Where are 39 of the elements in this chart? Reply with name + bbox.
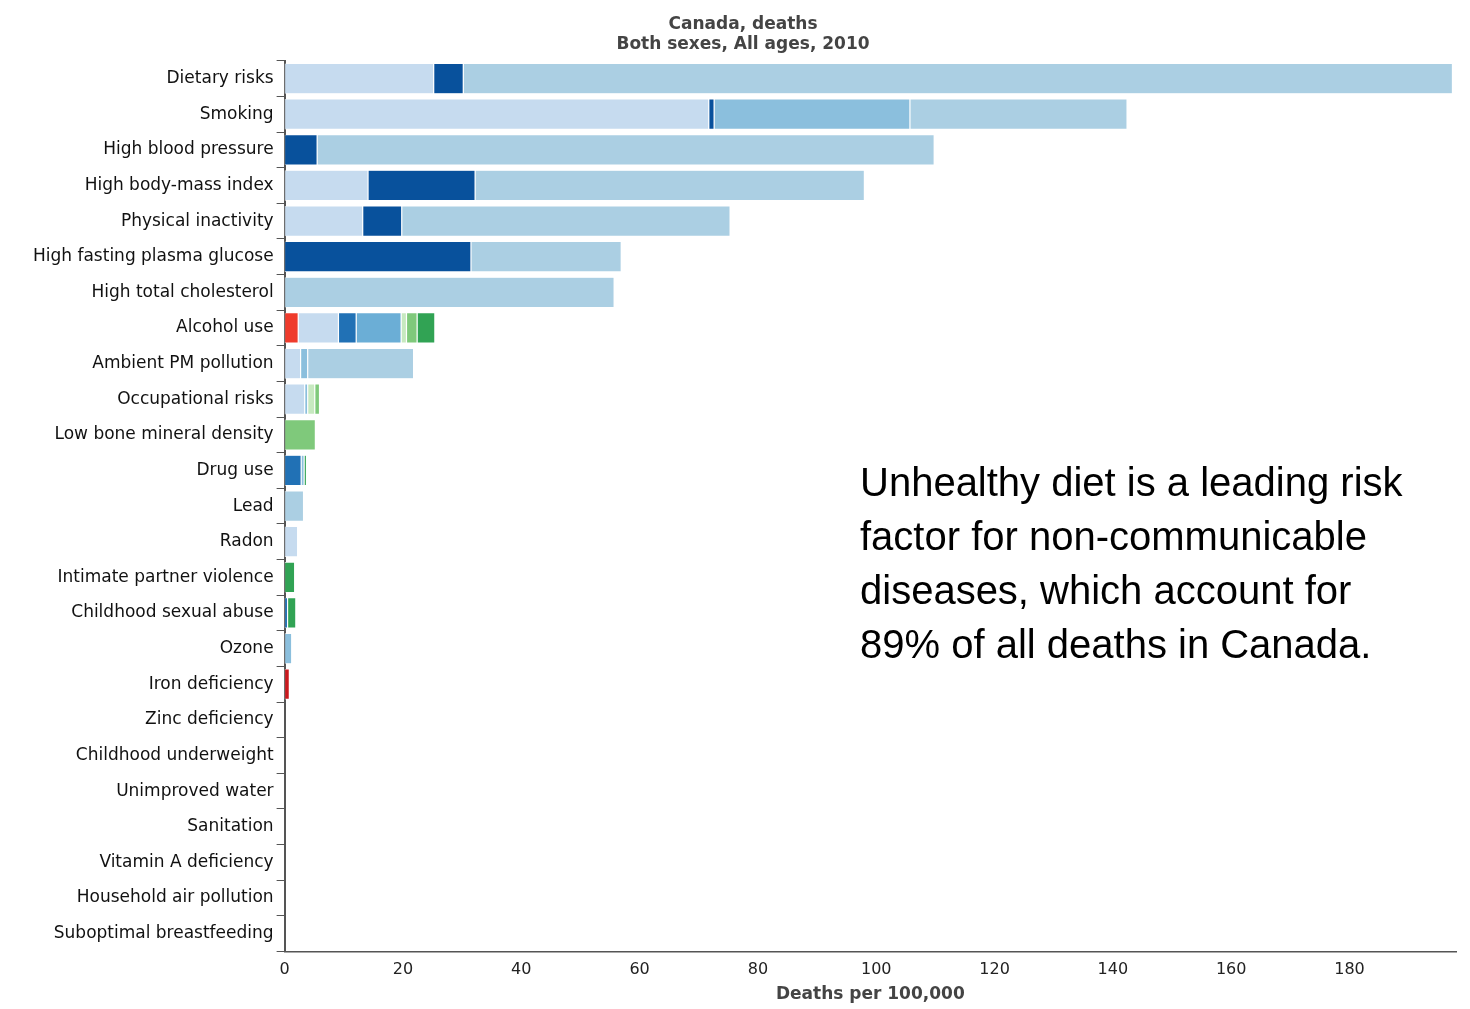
y-tick-label: Suboptimal breastfeeding	[53, 922, 274, 943]
y-tick-label: Dietary risks	[166, 67, 274, 88]
chart-title: Canada, deaths	[668, 12, 818, 33]
y-tick-label: High blood pressure	[103, 138, 274, 159]
x-tick-label: 0	[279, 959, 290, 979]
y-tick-label: High total cholesterol	[91, 280, 274, 301]
x-tick-label: 140	[1097, 959, 1129, 979]
y-tick-label: Low bone mineral density	[54, 423, 274, 444]
x-tick-label: 80	[747, 959, 769, 979]
y-tick-label: Iron deficiency	[148, 672, 274, 693]
x-tick-label: 120	[979, 959, 1010, 979]
x-tick-label: 180	[1334, 959, 1365, 979]
annotation: Unhealthy diet is a leading risk factor for non-communicable diseases, which account for 89% of all deaths in Canada.	[860, 459, 1404, 668]
y-tick-label: Childhood underweight	[75, 743, 274, 764]
chart-subtitle: Both sexes, All ages, 2010	[616, 33, 870, 54]
y-tick-label: Physical inactivity	[120, 209, 274, 230]
y-tick-label: Childhood sexual abuse	[71, 601, 274, 622]
y-tick-label: Alcohol use	[176, 316, 274, 337]
y-tick-label: Zinc deficiency	[145, 708, 274, 729]
y-tick-label: Intimate partner violence	[57, 565, 274, 586]
y-tick-label: Drug use	[196, 458, 274, 479]
y-tick-label: Ozone	[219, 637, 274, 658]
x-tick-label: 100	[860, 959, 892, 979]
y-tick-label: Vitamin A deficiency	[99, 850, 274, 871]
x-tick-label: 160	[1215, 959, 1247, 979]
y-tick-label: Radon	[219, 530, 274, 551]
y-tick-label: Ambient PM pollution	[92, 352, 274, 373]
y-tick-label: Lead	[232, 494, 274, 515]
x-axis-title: Deaths per 100,000	[775, 983, 965, 1004]
y-tick-label: High fasting plasma glucose	[32, 245, 274, 266]
y-tick-label: Smoking	[199, 102, 274, 123]
x-tick-label: 20	[392, 959, 414, 979]
y-tick-label: Sanitation	[187, 815, 274, 836]
y-tick-label: Household air pollution	[76, 886, 274, 907]
y-tick-label: High body-mass index	[84, 173, 274, 194]
x-tick-label: 60	[629, 959, 650, 979]
y-tick-label: Unimproved water	[116, 779, 274, 800]
x-tick-label: 40	[511, 959, 532, 979]
y-tick-label: Occupational risks	[117, 387, 274, 408]
